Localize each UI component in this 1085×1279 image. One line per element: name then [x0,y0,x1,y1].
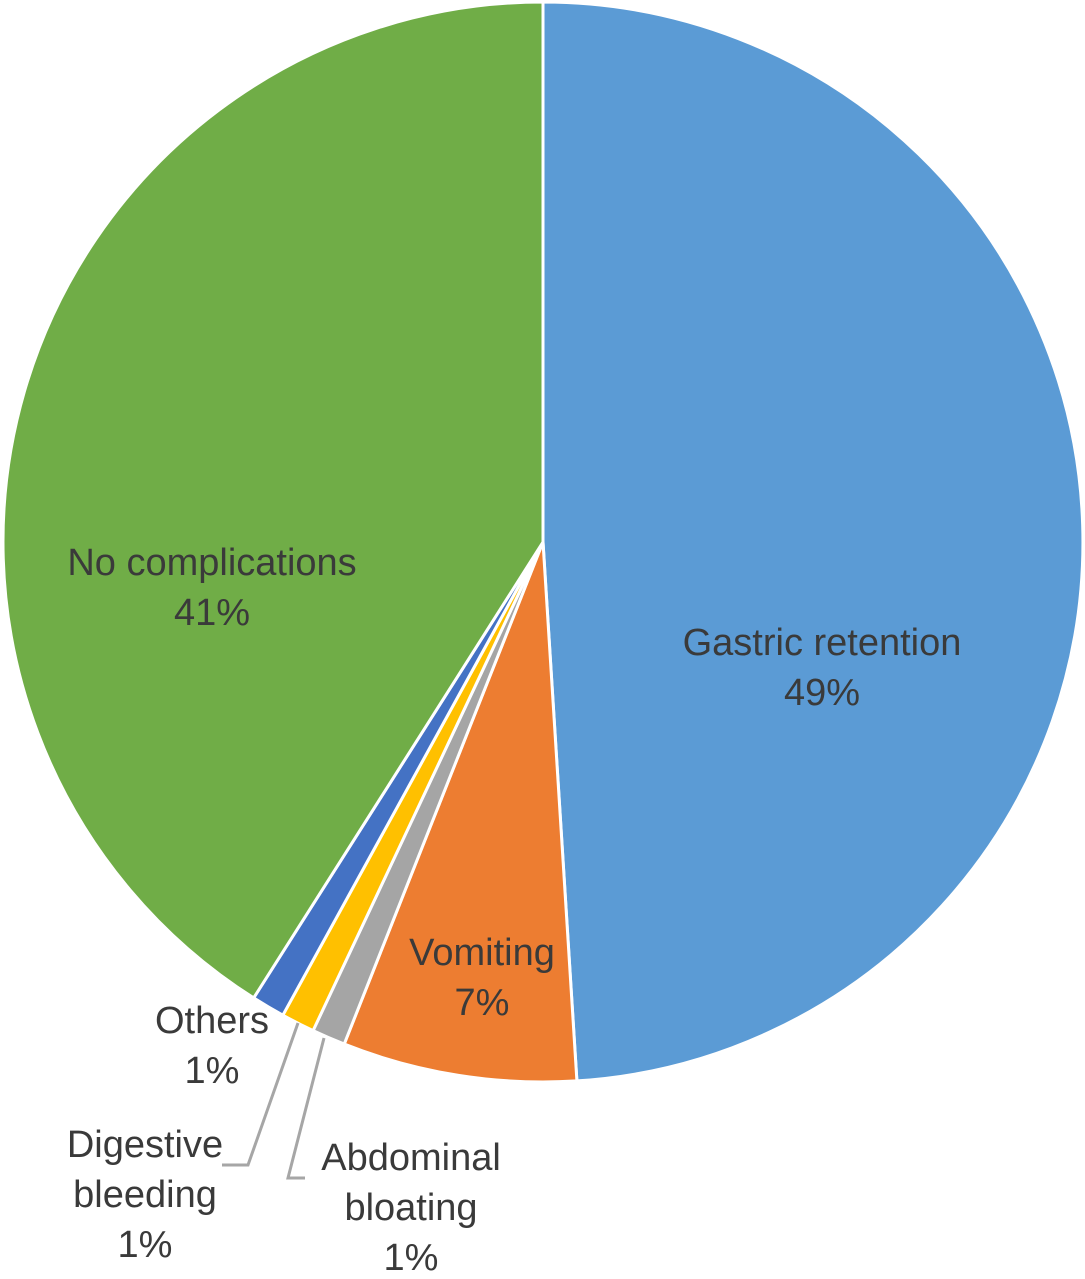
pie-slice-gastric-retention [541,0,1085,1083]
leader-line-digestive-bleeding [222,1022,300,1167]
label-no-complications-pct: 41% [174,592,250,634]
label-digestive-bleeding-name-1: Digestive [67,1124,223,1166]
pie-slice-vomiting [342,540,579,1084]
label-digestive-bleeding-name-2: bleeding [73,1174,217,1216]
leader-lines [222,1022,326,1180]
label-vomiting-name: Vomiting [409,932,555,974]
label-no-complications-name: No complications [67,542,356,584]
label-abdominal-bloating-name-2: bloating [344,1187,477,1229]
label-gastric-retention-name: Gastric retention [683,622,962,664]
label-gastric-retention-pct: 49% [784,672,860,714]
label-digestive-bleeding-pct: 1% [118,1224,173,1266]
pie-slice-no-complications [1,0,545,1000]
leader-line-abdominal-bloating [286,1037,326,1180]
label-others-pct: 1% [185,1050,240,1092]
label-abdominal-bloating-name-1: Abdominal [321,1137,501,1179]
pie-slices [1,0,1085,1084]
label-abdominal-bloating-pct: 1% [384,1237,439,1279]
label-others-name: Others [155,1000,269,1042]
label-vomiting-pct: 7% [455,982,510,1024]
data-labels: Gastric retention 49% Vomiting 7% Abdomi… [67,542,962,1279]
